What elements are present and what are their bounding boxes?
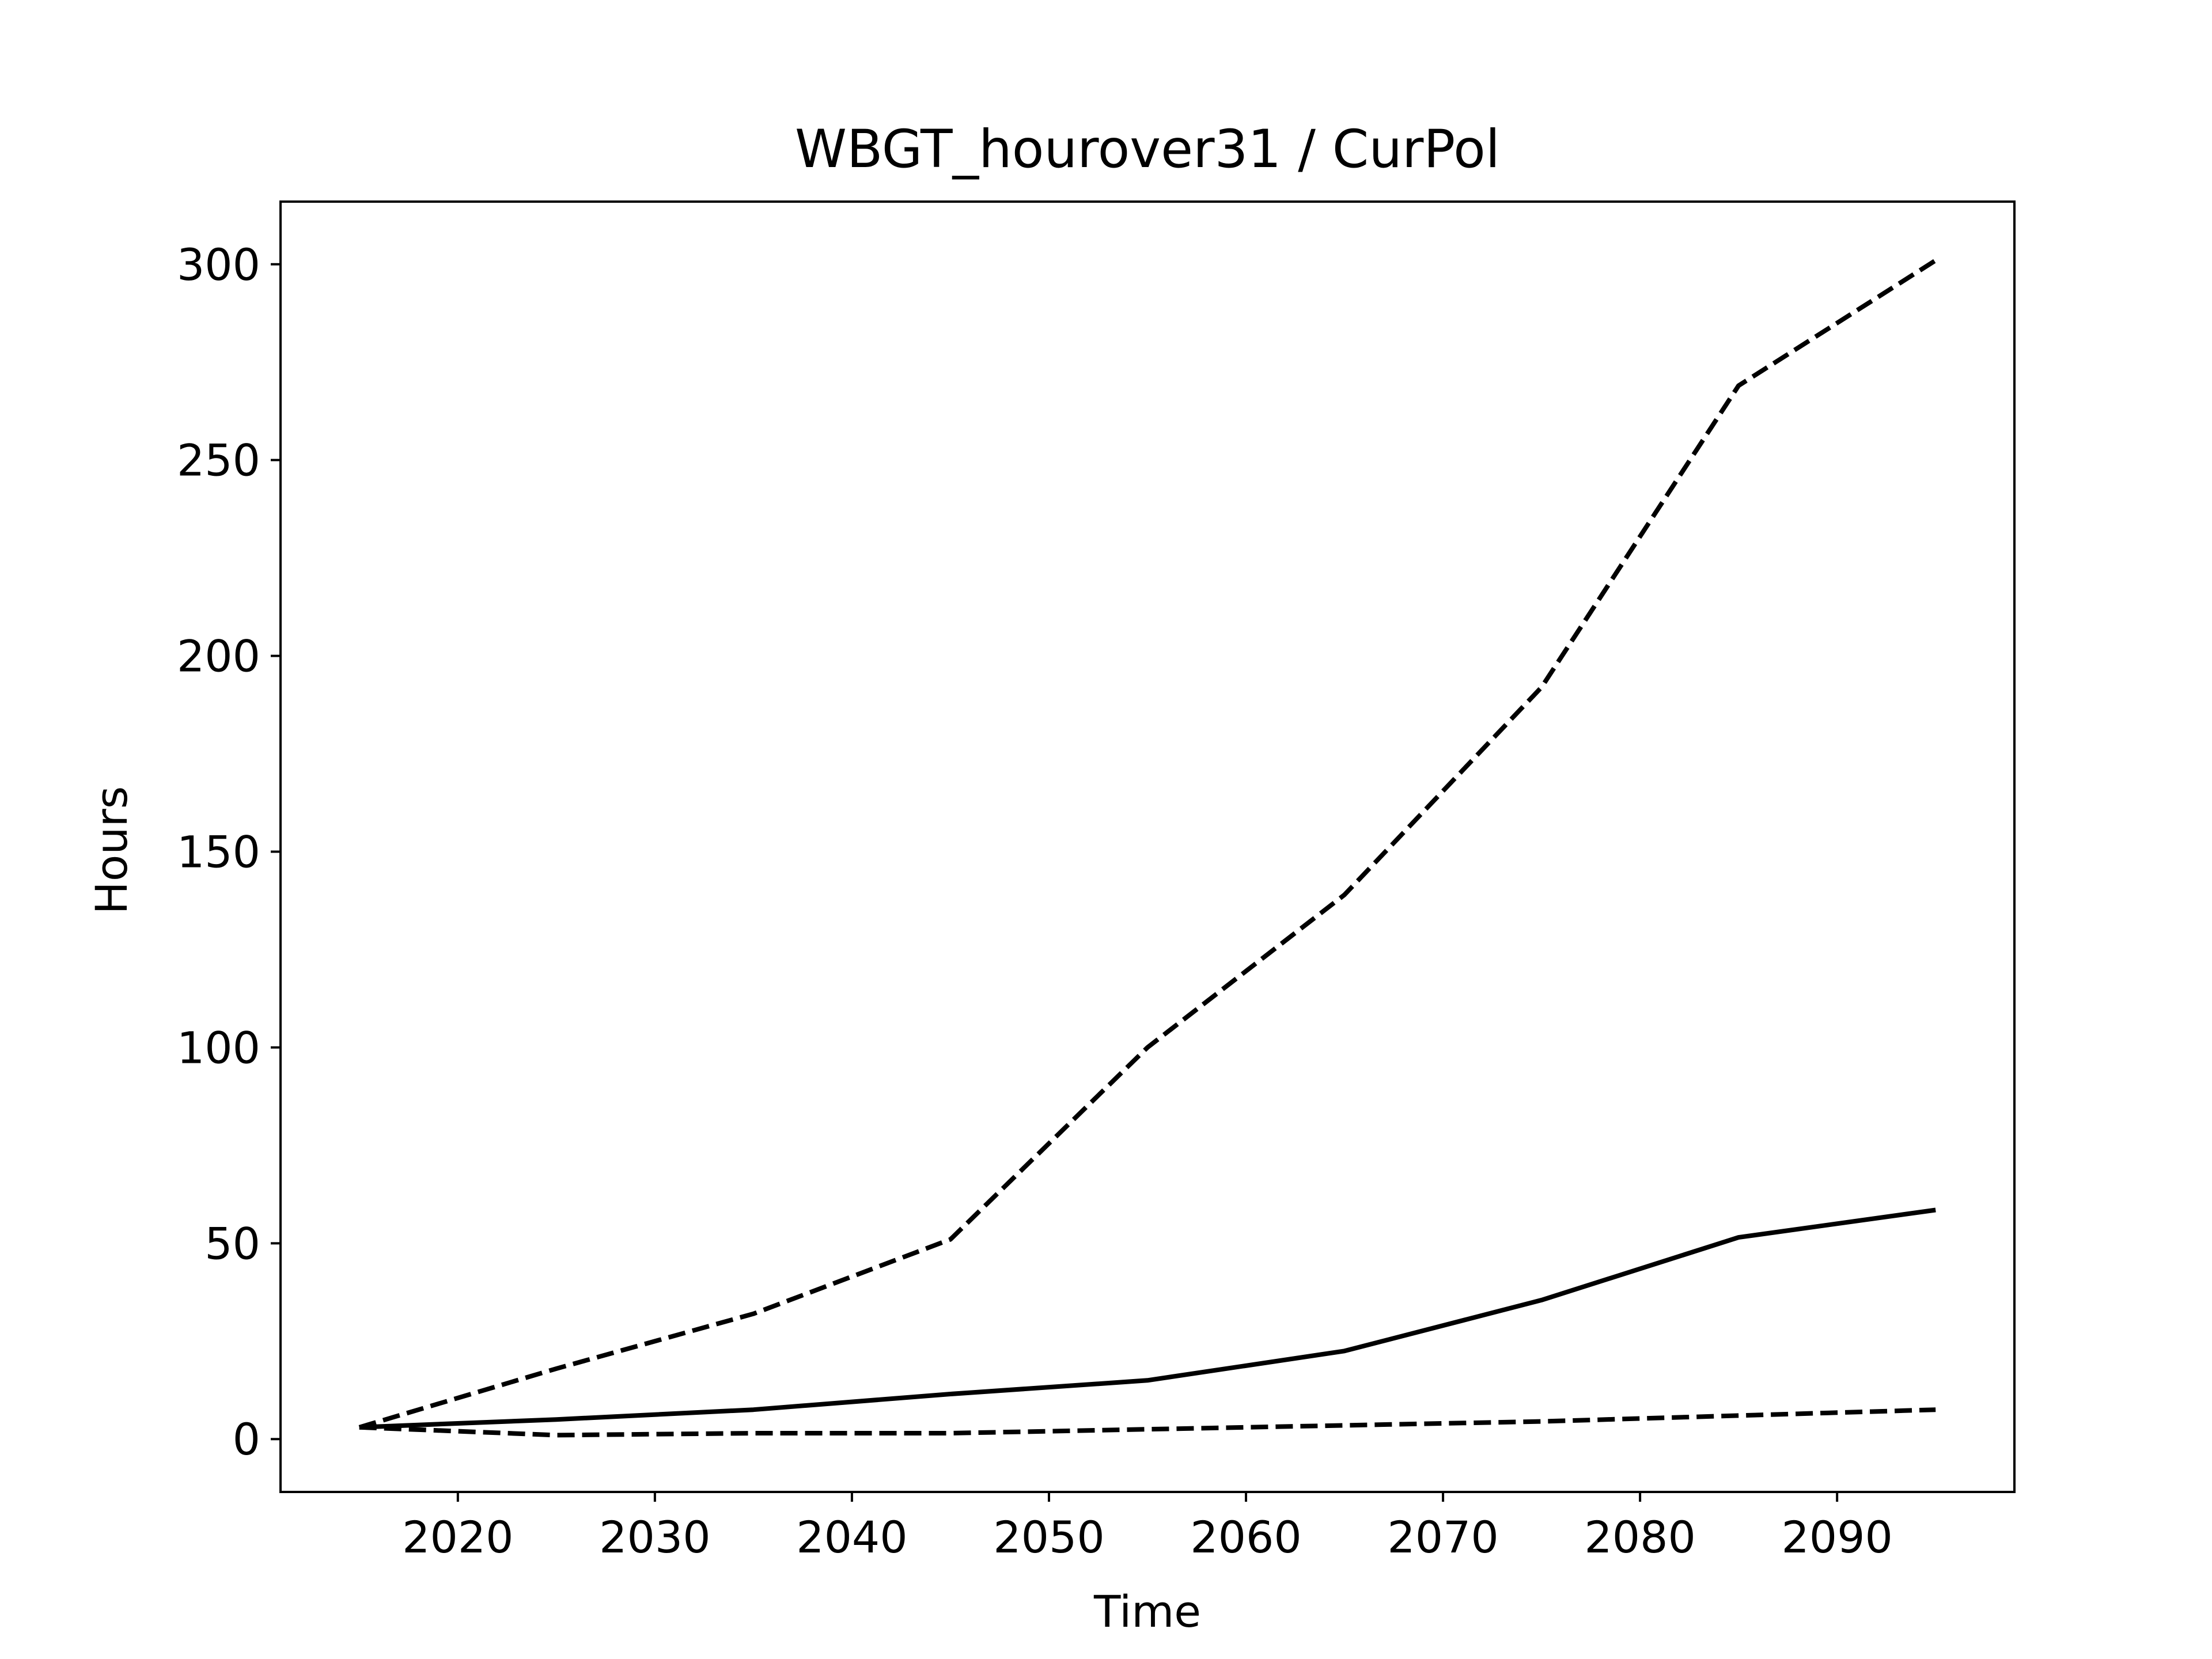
y-tick-label: 100 (177, 1022, 260, 1073)
y-tick-label: 300 (177, 239, 260, 290)
x-axis-title: Time (1093, 1586, 1201, 1637)
series-line-2 (359, 1207, 1936, 1430)
x-tick-label: 2030 (599, 1512, 710, 1563)
chart-title: WBGT_hourover31 / CurPol (795, 119, 1500, 180)
x-tick-label: 2080 (1584, 1512, 1695, 1563)
y-axis-title: Hours (86, 786, 137, 915)
ticks-layer: 2020 2030 2040 2050 2060 2070 2080 2090 0 50 100 15… (177, 239, 1893, 1563)
y-tick-label: 150 (177, 826, 260, 877)
x-tick-label: 2020 (402, 1512, 513, 1563)
series-layer (358, 258, 1937, 1438)
series-line-1 (358, 258, 1937, 1430)
y-tick-label: 200 (177, 631, 260, 682)
y-tick-label: 250 (177, 435, 260, 486)
x-tick-label: 2040 (796, 1512, 907, 1563)
x-tick-label: 2070 (1387, 1512, 1498, 1563)
y-tick-label: 50 (204, 1218, 260, 1269)
x-tick-label: 2090 (1781, 1512, 1892, 1563)
series-line-3 (359, 1407, 1936, 1438)
x-tick-label: 2060 (1190, 1512, 1301, 1563)
y-tick-label: 0 (233, 1414, 260, 1465)
plot-frame (279, 200, 2016, 1493)
x-tick-label: 2050 (993, 1512, 1104, 1563)
